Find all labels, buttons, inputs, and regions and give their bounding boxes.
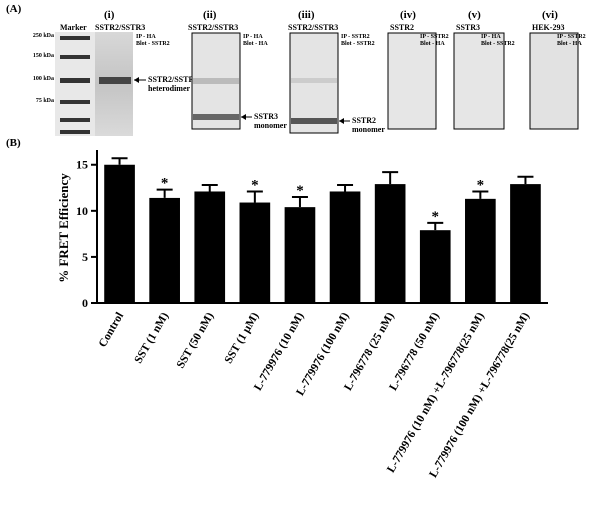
numeral: (v)	[468, 9, 481, 21]
x-tick-label: L-796778 (25 nM)	[342, 310, 397, 392]
significance-marker: *	[251, 177, 259, 193]
marker-label: Marker	[60, 23, 87, 32]
blot: Blot - SSTR2	[341, 41, 375, 47]
arrow-label: heterodimer	[148, 84, 191, 93]
ip: IP - HA	[136, 34, 156, 40]
arrow-head	[134, 77, 139, 83]
error-bar	[517, 175, 534, 185]
significance-marker: *	[161, 176, 169, 192]
arrow-label: monomer	[352, 125, 385, 134]
bar	[284, 207, 316, 303]
blot: Blot - HA	[420, 41, 445, 47]
bar	[329, 191, 361, 303]
bar	[239, 202, 271, 303]
error-bar	[201, 184, 218, 192]
blot-v	[453, 32, 505, 130]
arrow-head	[339, 118, 344, 124]
error-bar	[291, 196, 308, 208]
band	[291, 78, 337, 83]
header: SSTR2/SSTR3	[95, 23, 145, 32]
marker-size: 75 kDa	[36, 98, 54, 104]
blot: Blot - SSTR2	[136, 41, 170, 47]
ip: IP - SSTR2	[420, 34, 449, 40]
marker-size: 100 kDa	[33, 76, 54, 82]
marker-size: 150 kDa	[33, 53, 54, 59]
x-tick-label: SST (50 nM)	[175, 310, 217, 370]
y-tick-label: 10	[76, 204, 88, 218]
band	[291, 118, 337, 124]
error-bar	[337, 184, 354, 192]
bar	[510, 184, 541, 303]
bar	[194, 191, 226, 303]
bar	[374, 184, 406, 303]
blot-vi	[529, 32, 579, 130]
arrow-head	[241, 114, 246, 120]
x-tick-label: SST (1 nM)	[133, 310, 172, 365]
header: SSTR3	[456, 23, 480, 32]
bar	[419, 230, 451, 303]
significance-marker: *	[432, 209, 440, 225]
header: HEK-293	[532, 23, 564, 32]
band	[99, 77, 131, 84]
ip: IP - SSTR2	[557, 34, 586, 40]
header: SSTR2/SSTR3	[188, 23, 238, 32]
x-tick-label: L-779976 (10 nM)	[252, 310, 307, 392]
x-tick-label: L-779976 (100 nM) +L-796778(25 nM)	[427, 310, 532, 479]
y-axis-label: % FRET Efficiency	[56, 173, 71, 283]
ip: IP - HA	[243, 34, 263, 40]
arrow-label: monomer	[254, 121, 287, 130]
blot: Blot - HA	[557, 41, 582, 47]
band	[193, 114, 239, 120]
error-bar	[156, 188, 173, 198]
x-tick-label: Control	[97, 311, 126, 350]
header: SSTR2/SSTR3	[288, 23, 338, 32]
panel-label: (B)	[6, 137, 21, 149]
y-tick-label: 15	[76, 158, 88, 172]
error-bar	[382, 171, 399, 185]
band	[193, 78, 239, 84]
y-tick-label: 5	[82, 250, 88, 264]
arrow-label: SSTR3	[254, 112, 278, 121]
numeral: (vi)	[542, 9, 558, 21]
significance-marker: *	[296, 183, 304, 199]
error-bar	[472, 190, 489, 199]
numeral: (i)	[104, 9, 115, 21]
significance-marker: *	[477, 177, 485, 193]
x-tick-label: L-779976 (10 nM) +L-796778(25 nM)	[385, 310, 487, 475]
panel-label: (A)	[6, 3, 22, 15]
marker-size: 250 kDa	[33, 33, 54, 39]
header: SSTR2	[390, 23, 414, 32]
blot: Blot - SSTR2	[481, 41, 515, 47]
ip: IP - SSTR2	[341, 34, 370, 40]
bar	[149, 197, 180, 303]
x-tick-label: SST (1 µM)	[223, 310, 262, 365]
bar	[104, 164, 135, 303]
arrow-label: SSTR2	[352, 116, 376, 125]
marker-bands	[60, 36, 90, 134]
ip: IP - HA	[481, 34, 501, 40]
error-bar	[111, 157, 128, 165]
blot-iv	[387, 32, 437, 130]
bar	[465, 198, 496, 303]
numeral: (iii)	[298, 9, 315, 21]
arrow-label: SSTR2/SSTR3	[148, 75, 198, 84]
y-tick-label: 0	[82, 296, 88, 310]
numeral: (ii)	[203, 9, 217, 21]
error-bar	[427, 221, 444, 231]
x-tick-label: L-796778 (50 nM)	[387, 310, 442, 392]
error-bar	[246, 190, 263, 203]
blot: Blot - HA	[243, 41, 268, 47]
numeral: (iv)	[400, 9, 416, 21]
